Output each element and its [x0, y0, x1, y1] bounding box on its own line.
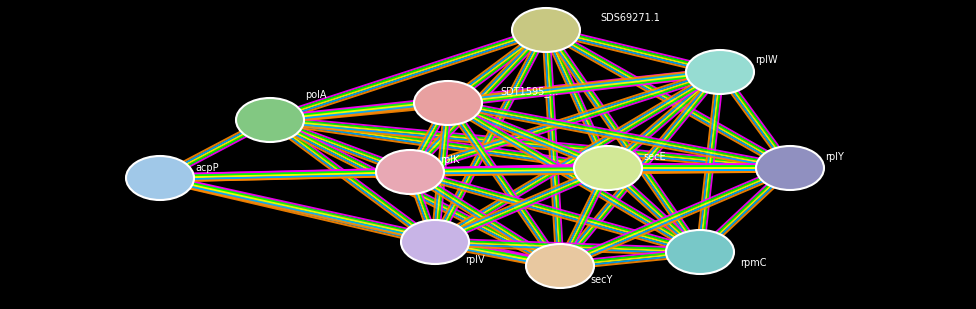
Ellipse shape: [376, 150, 444, 194]
Text: rplV: rplV: [465, 255, 485, 265]
Ellipse shape: [666, 230, 734, 274]
Ellipse shape: [414, 81, 482, 125]
Text: rplW: rplW: [755, 55, 778, 65]
Text: SDS69271.1: SDS69271.1: [600, 13, 660, 23]
Text: rplK: rplK: [440, 155, 460, 165]
Text: polA: polA: [305, 90, 327, 100]
Ellipse shape: [686, 50, 754, 94]
Text: SDT1595_...: SDT1595_...: [500, 87, 558, 97]
Ellipse shape: [126, 156, 194, 200]
Ellipse shape: [574, 146, 642, 190]
Ellipse shape: [236, 98, 304, 142]
Ellipse shape: [756, 146, 824, 190]
Ellipse shape: [401, 220, 469, 264]
Text: secE: secE: [643, 152, 666, 162]
Text: rpmC: rpmC: [740, 258, 766, 268]
Text: secY: secY: [590, 275, 612, 285]
Ellipse shape: [526, 244, 594, 288]
Ellipse shape: [512, 8, 580, 52]
Text: acpP: acpP: [195, 163, 219, 173]
Text: rplY: rplY: [825, 152, 844, 162]
